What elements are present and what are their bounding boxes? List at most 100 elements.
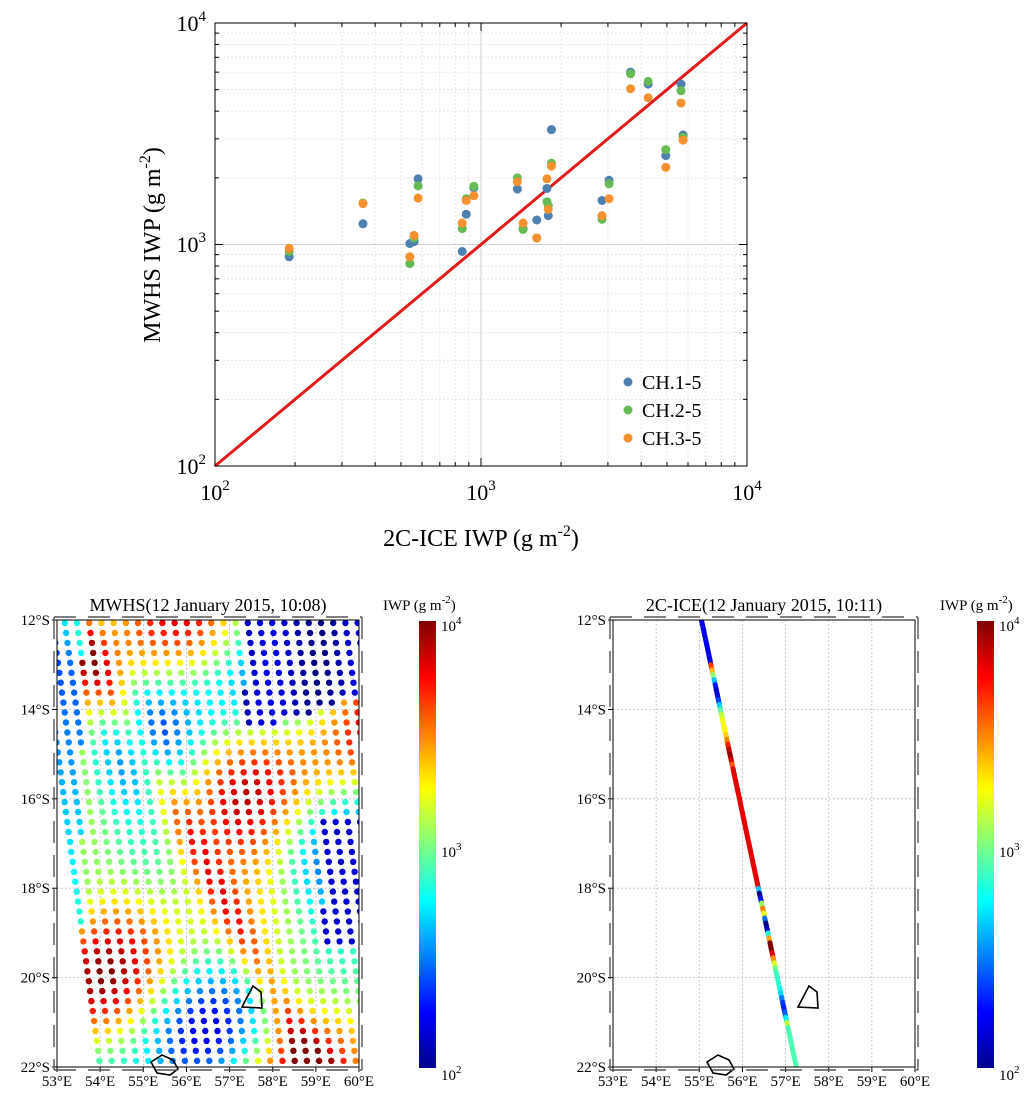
mwhs-pixel [57,669,63,676]
mwhs-pixel [275,848,282,856]
mwhs-pixel [166,948,174,955]
mwhs-pixel [116,1027,124,1035]
mwhs-pixel [215,948,223,955]
mwhs-pixel [134,888,141,895]
mwhs-pixel [208,620,215,627]
mwhs-pixel [302,689,310,696]
mwhs-pixel [132,1057,140,1065]
mwhs-pixel [265,1047,273,1055]
colorbar-2c-ice [977,621,994,1068]
mwhs-pixel [73,709,81,716]
mwhs-pixel [256,709,264,716]
mwhs-pixel [198,908,205,915]
lon-label: 57°E [214,1074,244,1090]
mwhs-pixel [254,1057,262,1065]
mwhs-pixel [90,1017,98,1025]
mwhs-pixel [306,719,314,726]
scatter-point-series-1 [543,211,553,221]
mwhs-pixel [262,838,269,846]
mwhs-pixel [193,1057,201,1065]
mwhs-pixel [279,878,286,885]
mwhs-pixel [165,669,173,676]
mwhs-pixel [285,739,292,746]
mwhs-pixel [114,649,121,657]
mwhs-pixel [189,659,196,666]
mwhs-pixel [149,908,156,915]
mwhs-pixel [309,918,316,925]
mwhs-pixel [346,739,353,746]
mwhs-pixel [308,908,315,915]
mwhs-pixel [287,669,295,676]
mwhs-pixel [79,838,86,846]
mwhs-pixel [126,828,133,836]
mwhs-pixel [225,838,232,846]
island-outline-mauritius [149,1054,180,1076]
mwhs-pixel [284,918,292,925]
mwhs-pixel [236,739,243,746]
mwhs-pixel [231,699,238,706]
mwhs-pixel [97,888,105,895]
mwhs-pixel [243,699,250,706]
mwhs-pixel [138,1007,145,1015]
mwhs-pixel [301,679,308,686]
mwhs-pixel [211,1007,218,1015]
mwhs-pixel [222,639,230,647]
mwhs-pixel [333,918,341,925]
mwhs-pixel [173,908,181,915]
mwhs-pixel [158,978,166,985]
mwhs-pixel [105,1037,113,1045]
mwhs-pixel [301,948,308,955]
mwhs-pixel [248,918,255,925]
mwhs-pixel [355,808,359,816]
mwhs-pixel [311,659,318,666]
mwhs-pixel [274,659,281,666]
mwhs-pixel [123,987,130,995]
mwhs-pixel [226,938,233,945]
lat-label: 12°S [577,613,606,629]
mwhs-pixel [279,1057,286,1065]
mwhs-pixel [255,788,262,796]
mwhs-pixel [287,938,294,945]
mwhs-pixel [333,1007,340,1015]
mwhs-pixel [332,639,340,647]
mwhs-pixel [169,788,177,796]
mwhs-pixel [178,759,185,766]
mwhs-pixel [157,878,164,885]
mwhs-pixel [315,689,322,696]
mwhs-pixel [205,779,212,786]
mwhs-pixel [165,848,173,856]
mwhs-pixel [203,858,210,865]
mwhs-pixel [180,689,188,696]
mwhs-pixel [267,878,274,885]
lat-label: 16°S [577,792,606,808]
mwhs-pixel [279,699,287,706]
mwhs-pixel [300,759,307,766]
mwhs-pixel [336,848,343,856]
mwhs-pixel [125,729,132,736]
mwhs-pixel [198,639,205,647]
mwhs-pixel [355,719,359,726]
colorbar-tick-100-2c-ice: 102 [999,1064,1020,1084]
mwhs-pixel [145,1057,152,1065]
mwhs-pixel [306,629,314,637]
mwhs-pixel [76,639,83,647]
mwhs-pixel [160,898,167,905]
mwhs-pixel [168,689,175,696]
mwhs-pixel [356,908,359,915]
mwhs-pixel [196,898,204,905]
mwhs-pixel [245,629,253,637]
mwhs-pixel [208,987,216,995]
mwhs-pixel [239,759,246,766]
mwhs-pixel [235,729,242,736]
mwhs-pixel [222,729,230,736]
mwhs-pixel [303,878,311,885]
mwhs-pixel [267,1057,274,1065]
mwhs-pixel [353,699,359,706]
mwhs-pixel [317,798,324,806]
island-outline-mauritius [705,1054,736,1076]
mwhs-pixel [286,928,293,935]
mwhs-pixel [184,898,191,905]
mwhs-pixel [290,779,297,786]
mwhs-pixel [331,719,338,726]
mwhs-pixel [354,620,359,627]
